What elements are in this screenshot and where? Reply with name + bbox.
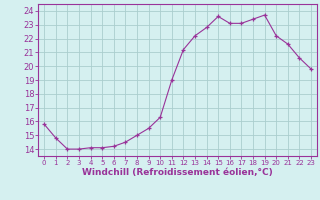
X-axis label: Windchill (Refroidissement éolien,°C): Windchill (Refroidissement éolien,°C) xyxy=(82,168,273,177)
